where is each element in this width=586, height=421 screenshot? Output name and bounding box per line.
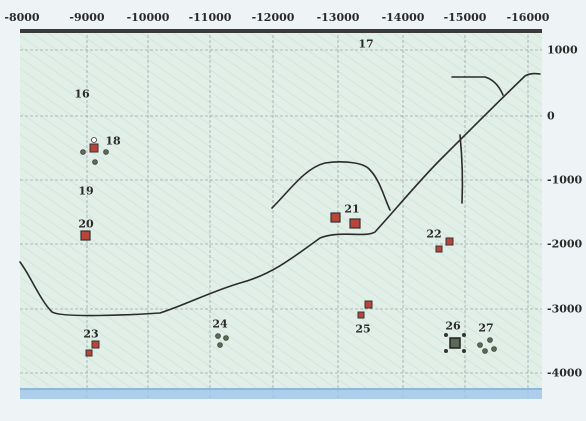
marker-23[interactable] xyxy=(85,340,100,357)
location-label-22[interactable]: 22 xyxy=(426,227,442,241)
marker-20[interactable] xyxy=(80,230,91,241)
main-road xyxy=(19,72,541,317)
location-label-26[interactable]: 26 xyxy=(445,319,461,333)
location-label-27[interactable]: 27 xyxy=(478,321,494,335)
x-axis-label: -16000 xyxy=(506,11,550,24)
location-label-21[interactable]: 21 xyxy=(344,202,360,216)
loop-road xyxy=(271,161,391,211)
location-label-19[interactable]: 19 xyxy=(78,184,94,198)
location-label-24[interactable]: 24 xyxy=(212,317,228,331)
x-axis-label: -8000 xyxy=(4,11,40,24)
x-axis-label: -10000 xyxy=(126,11,170,24)
x-axis-label: -15000 xyxy=(443,11,487,24)
marker-27[interactable] xyxy=(477,337,497,354)
x-axis-label: -9000 xyxy=(69,11,105,24)
location-label-18[interactable]: 18 xyxy=(105,134,121,148)
marker-26[interactable] xyxy=(444,333,466,353)
marker-21[interactable] xyxy=(330,212,361,229)
location-label-25[interactable]: 25 xyxy=(355,322,371,336)
location-label-17[interactable]: 17 xyxy=(358,37,374,51)
marker-18[interactable] xyxy=(80,137,109,165)
north-road xyxy=(451,76,504,96)
branch-road xyxy=(459,134,464,204)
x-axis-label: -12000 xyxy=(251,11,295,24)
location-label-23[interactable]: 23 xyxy=(83,327,99,341)
y-axis-label: 0 xyxy=(547,109,555,123)
location-label-20[interactable]: 20 xyxy=(78,217,94,231)
location-label-16[interactable]: 16 xyxy=(74,87,90,101)
x-axis-label: -14000 xyxy=(381,11,425,24)
marker-24[interactable] xyxy=(215,333,229,348)
x-axis-label: -11000 xyxy=(188,11,232,24)
y-axis-label: -3000 xyxy=(547,302,583,316)
top-border xyxy=(20,29,542,33)
marker-22[interactable] xyxy=(435,237,454,253)
y-axis-label: -4000 xyxy=(547,366,583,380)
marker-25[interactable] xyxy=(357,300,373,319)
land-texture xyxy=(20,30,542,390)
water-band xyxy=(20,388,542,399)
y-axis-label: -2000 xyxy=(547,237,583,251)
y-axis-label: 1000 xyxy=(547,43,578,57)
x-axis-label: -13000 xyxy=(316,11,360,24)
y-axis-label: -1000 xyxy=(547,173,583,187)
